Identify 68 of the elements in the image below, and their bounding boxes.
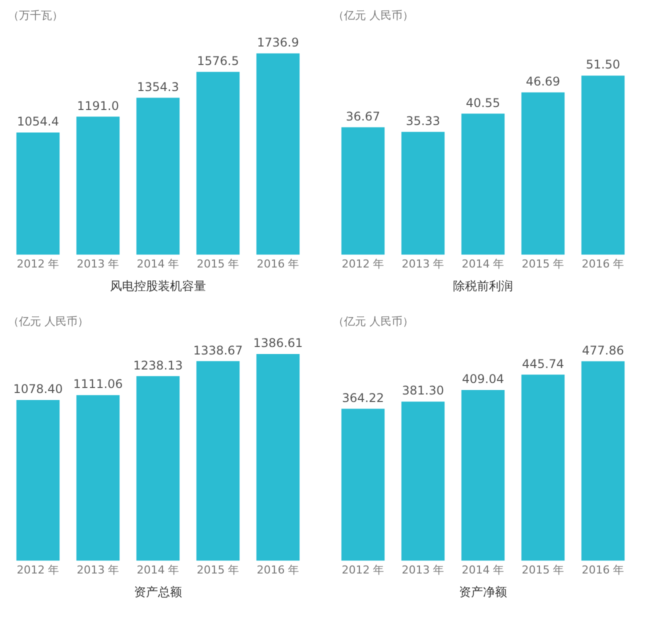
bar [76,116,120,255]
data-label: 1736.9 [257,35,299,50]
text: 资产总额 [133,584,183,601]
data-label: 1576.5 [197,54,239,68]
data-label: 1238.13 [133,358,183,372]
bar [401,402,445,561]
data-label: 364.22 [342,390,384,405]
data-label: 1338.67 [193,343,243,358]
data-label: 1054.4 [17,114,59,129]
bar [401,132,445,255]
text: 除税前利润 [452,278,514,295]
x-tick-label: 2015 年 [196,257,240,270]
bar [256,53,300,255]
bar [461,114,505,255]
x-tick-label: 2016 年 [582,563,624,576]
y-axis-title: （亿元 人民币） [333,314,414,330]
x-tick-label: 2013 年 [402,563,444,576]
y-axis-title: （亿元 人民币） [8,314,90,330]
text: 风电控股装机容量 [109,278,207,295]
data-label: 1191.0 [77,98,119,113]
data-label: 477.86 [582,343,624,358]
bar [581,76,625,255]
x-tick-label: 2014 年 [136,563,180,576]
x-tick-label: 2015 年 [522,563,564,576]
x-tick-label: 2015 年 [522,257,564,270]
bar [76,395,120,561]
data-label: 1386.61 [253,336,303,350]
bar [341,127,385,255]
y-axis-title: （亿元 人民币） [333,8,414,24]
data-label: 1111.06 [73,377,123,392]
data-label: 40.55 [466,96,500,110]
x-tick-label: 2016 年 [256,563,300,576]
data-label: 35.33 [406,114,440,128]
x-tick-label: 2012 年 [342,563,384,576]
x-tick-label: 2015 年 [196,563,240,576]
x-tick-label: 2016 年 [582,257,624,270]
x-tick-label: 2014 年 [136,257,180,270]
x-tick-label: 2016 年 [256,257,300,270]
bar [341,408,385,561]
bar [196,361,240,561]
x-tick-label: 2012 年 [342,257,384,270]
bar [136,98,180,255]
x-tick-label: 2014 年 [462,563,504,576]
x-tick-label: 2013 年 [76,257,120,270]
y-axis-title: （万千瓦） [8,8,64,24]
x-tick-label: 2013 年 [76,563,120,576]
bar [16,400,60,561]
bar [521,374,565,561]
data-label: 1078.40 [13,382,63,396]
data-label: 36.67 [346,109,380,124]
bar [581,361,625,561]
data-label: 381.30 [402,384,444,398]
bar [461,390,505,561]
x-tick-label: 2012 年 [16,257,60,270]
x-tick-label: 2013 年 [402,257,444,270]
x-tick-label: 2014 年 [462,257,504,270]
x-tick-label: 2012 年 [16,563,60,576]
data-label: 51.50 [586,58,620,72]
data-label: 46.69 [526,74,560,88]
text: 资产净额 [458,584,508,601]
data-label: 1354.3 [137,80,179,94]
bar [136,376,180,561]
bar [196,72,240,255]
data-label: 409.04 [462,372,504,386]
bar [16,132,60,255]
bar [521,92,565,255]
data-label: 445.74 [522,356,564,371]
bar [256,354,300,561]
